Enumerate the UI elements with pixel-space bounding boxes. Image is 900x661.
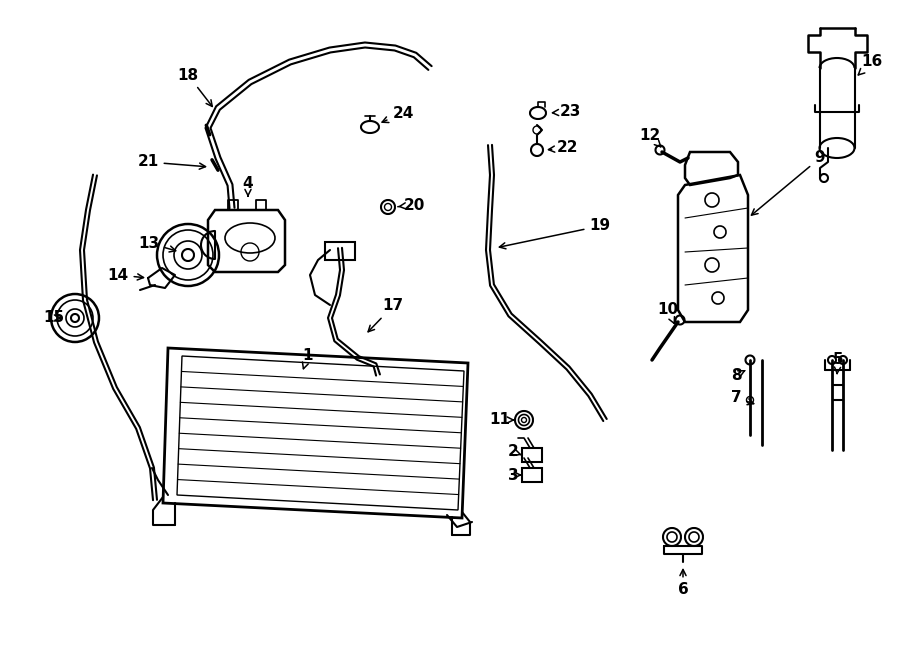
Text: 12: 12 — [639, 128, 661, 147]
Text: 15: 15 — [43, 311, 65, 325]
Text: 3: 3 — [508, 467, 521, 483]
Text: 24: 24 — [382, 106, 414, 122]
Text: 21: 21 — [138, 155, 205, 169]
Text: 10: 10 — [657, 303, 679, 324]
Text: 1: 1 — [302, 348, 313, 369]
Text: 23: 23 — [553, 104, 580, 120]
Text: 14: 14 — [107, 268, 143, 282]
Text: 16: 16 — [859, 54, 883, 75]
Text: 19: 19 — [500, 219, 610, 249]
Text: 6: 6 — [678, 570, 688, 598]
Text: 8: 8 — [731, 368, 744, 383]
Text: 7: 7 — [731, 391, 753, 405]
Text: 2: 2 — [508, 444, 521, 459]
Text: 20: 20 — [398, 198, 425, 212]
Text: 13: 13 — [139, 235, 176, 252]
Text: 18: 18 — [177, 67, 212, 106]
Text: 17: 17 — [368, 299, 403, 332]
Text: 4: 4 — [243, 176, 253, 196]
Text: 11: 11 — [490, 412, 514, 428]
Text: 5: 5 — [832, 352, 843, 373]
Text: 9: 9 — [752, 151, 825, 215]
Text: 22: 22 — [548, 141, 579, 155]
